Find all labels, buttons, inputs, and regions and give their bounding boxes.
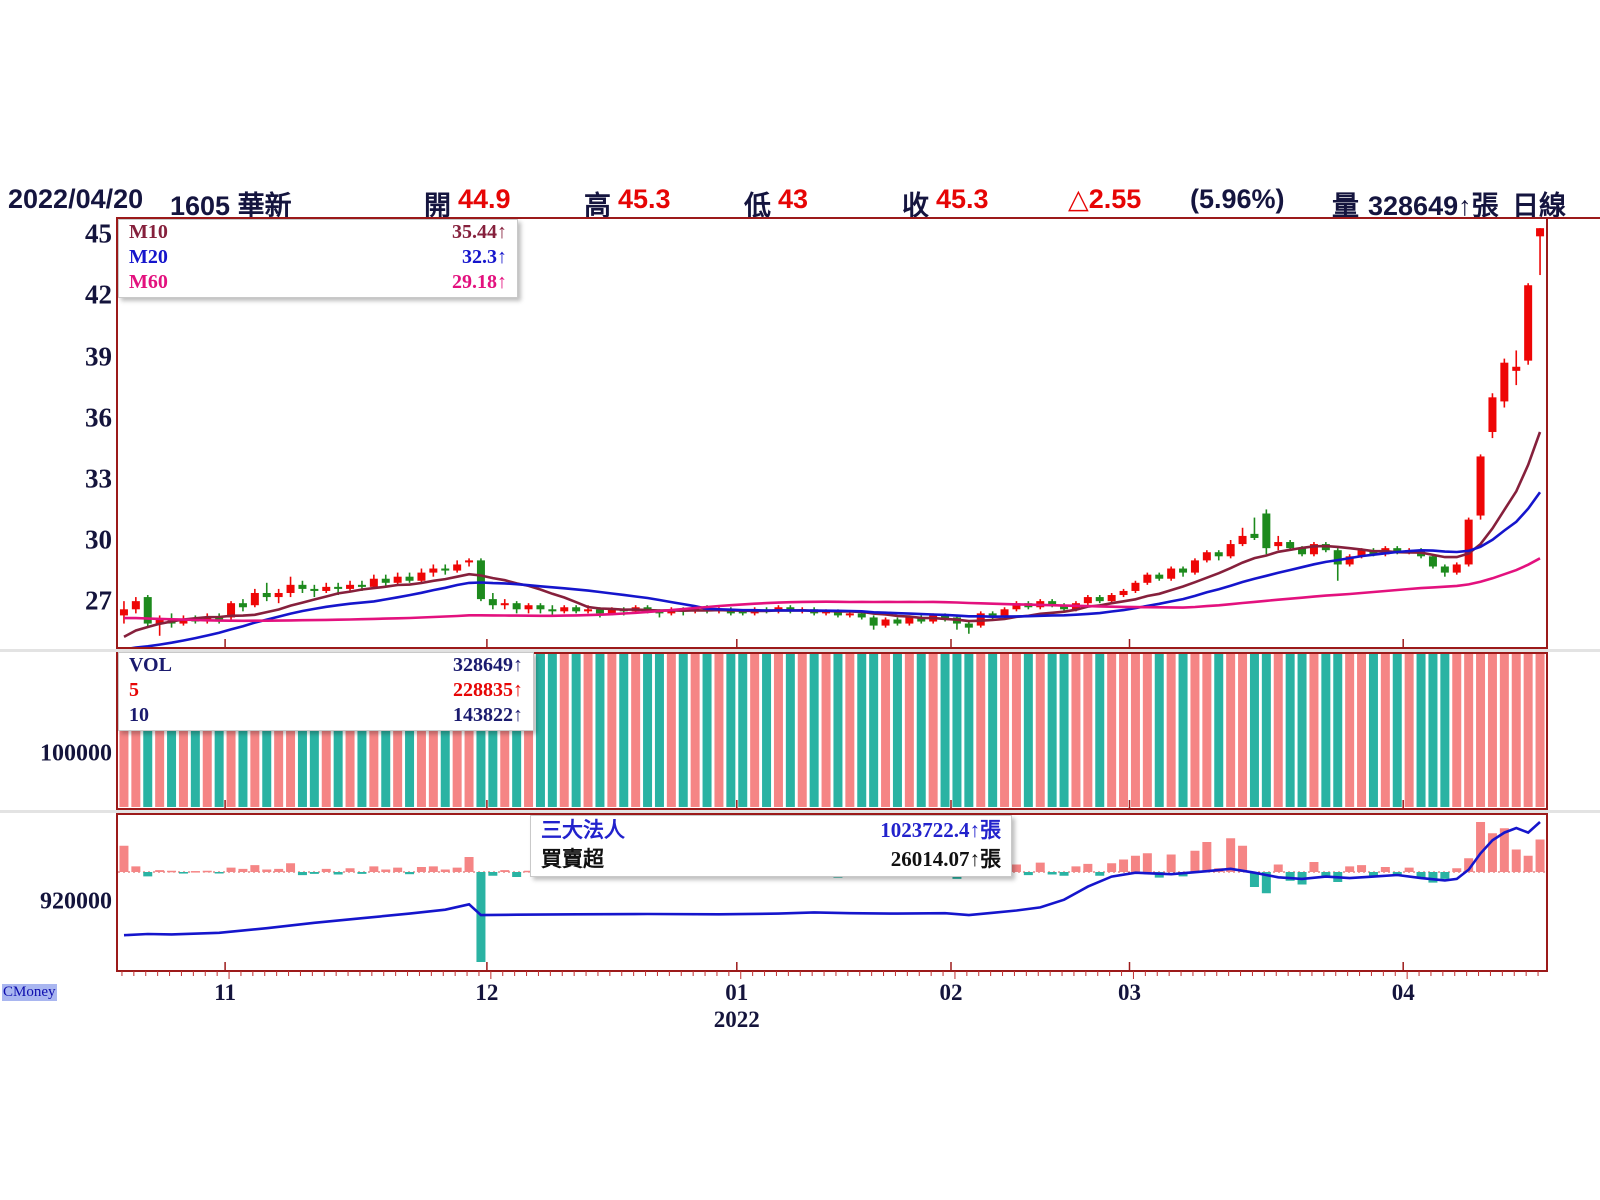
close-label: 收: [902, 191, 929, 221]
price-tick-label: 45: [85, 218, 112, 249]
volume-legend-box: VOL 328649↑ 5 228835↑ 10 143822↑: [118, 652, 534, 731]
month-label: 11: [214, 980, 236, 1005]
vol-ma10-value: 143822↑: [453, 704, 523, 726]
institutional-axis-label: 920000: [40, 888, 112, 915]
inst-line1-label: 三大法人: [541, 819, 625, 842]
open-label: 開: [424, 191, 451, 221]
price-tick-label: 39: [85, 341, 112, 372]
inst-line2-value: 26014.07↑張: [890, 847, 1001, 871]
header-rule: [1546, 217, 1600, 219]
price-tick-label: 42: [85, 279, 112, 310]
panel-divider: [0, 810, 1600, 813]
ma10-value: 35.44↑: [452, 221, 507, 243]
price-tick-label: 27: [85, 585, 112, 616]
vol-ma10-label: 10: [129, 704, 149, 726]
high-label: 高: [584, 191, 611, 221]
open-value: 44.9: [458, 184, 511, 214]
month-label: 04: [1391, 980, 1415, 1005]
high-value: 45.3: [618, 184, 671, 214]
cmoney-watermark: CMoney: [2, 984, 57, 1001]
ma20-label: M20: [129, 246, 168, 268]
change-value: △2.55: [1068, 184, 1142, 214]
quote-date: 2022/04/20: [8, 184, 144, 214]
low-label: 低: [744, 191, 771, 221]
quote-symbol: 1605 華新: [170, 191, 292, 221]
close-value: 45.3: [936, 184, 989, 214]
ma60-value: 29.18↑: [452, 271, 507, 293]
quote-header: 2022/04/20 1605 華新 開 44.9 高 45.3 低 43 收 …: [0, 184, 1600, 221]
panel-divider: [0, 649, 1600, 652]
ma-legend-box: M10 35.44↑ M20 32.3↑ M60 29.18↑: [118, 219, 518, 298]
month-label: 01: [725, 980, 749, 1005]
volume-value: 328649↑張: [1368, 191, 1499, 221]
month-label: 02: [939, 980, 963, 1005]
inst-line2-label: 買賣超: [541, 848, 604, 871]
vol-ma5-label: 5: [129, 679, 139, 701]
month-label: 12: [475, 980, 499, 1005]
volume-label: 量: [1332, 191, 1359, 221]
low-value: 43: [778, 184, 809, 214]
volume-axis-label: 100000: [40, 740, 112, 767]
inst-line1-value: 1023722.4↑張: [880, 818, 1001, 842]
vol-ma5-value: 228835↑: [453, 679, 523, 701]
price-tick-label: 33: [85, 463, 112, 494]
vol-label: VOL: [129, 654, 172, 676]
institutional-chart[interactable]: [118, 815, 1546, 970]
date-axis-ticks: [121, 971, 1539, 979]
month-label: 03: [1118, 980, 1141, 1005]
ma10-label: M10: [129, 221, 168, 243]
year-label: 2022: [713, 1007, 760, 1032]
price-tick-label: 30: [85, 524, 112, 555]
candlestick-chart[interactable]: [118, 219, 1546, 647]
period-label: 日線: [1512, 191, 1566, 221]
price-tick-label: 36: [85, 402, 112, 433]
ma20-value: 32.3↑: [462, 246, 507, 268]
institutional-legend-box: 三大法人 1023722.4↑張 買賣超 26014.07↑張: [530, 815, 1012, 877]
vol-value: 328649↑: [453, 654, 523, 676]
ma60-label: M60: [129, 271, 168, 293]
institutional-panel[interactable]: [116, 813, 1548, 972]
change-percent: (5.96%): [1190, 184, 1285, 214]
